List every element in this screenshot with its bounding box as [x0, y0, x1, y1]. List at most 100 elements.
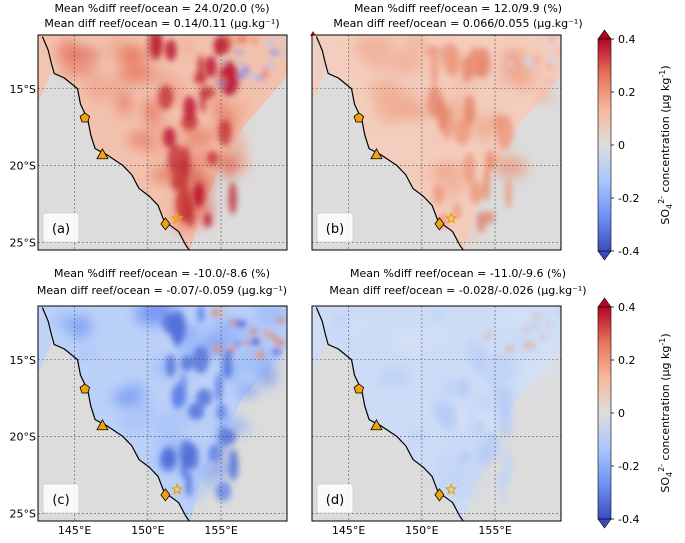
field-core — [499, 410, 513, 438]
field-core — [157, 84, 174, 110]
field-core — [197, 54, 205, 81]
field-core — [471, 422, 488, 455]
field-blob — [133, 306, 172, 327]
field-core — [495, 385, 514, 414]
field-speckle — [215, 347, 222, 352]
lon-tick-label: 155°E — [478, 524, 511, 537]
field-blob — [72, 346, 100, 359]
field-core — [450, 460, 467, 484]
field-speckle — [507, 55, 514, 62]
panel-frame — [311, 305, 562, 522]
field-blob — [502, 48, 526, 75]
field-blob — [431, 330, 452, 340]
field-core — [455, 378, 471, 399]
field-blob — [169, 87, 190, 104]
field-speckle — [258, 75, 264, 81]
field-speckle — [272, 349, 282, 355]
field-blob — [116, 64, 152, 84]
field-speckle — [533, 55, 543, 61]
colorbar-tick-label: 0.2 — [618, 86, 636, 99]
field-core — [169, 310, 187, 345]
field-core — [196, 306, 206, 323]
field-blob — [441, 454, 457, 463]
field-speckle — [265, 62, 275, 69]
colorbar-extend-min — [597, 250, 612, 261]
colorbar-gradient — [597, 38, 612, 252]
panel-a-title: Mean %diff reef/ocean = 24.0/20.0 (%) — [54, 2, 269, 15]
field-blob — [252, 318, 270, 333]
field-blob — [536, 91, 552, 101]
colorbar-tick-label: 0.2 — [618, 354, 636, 367]
field-blob — [390, 92, 424, 119]
field-core — [433, 455, 442, 470]
field-speckle — [502, 62, 508, 66]
field-blob — [445, 428, 475, 448]
field-speckle — [514, 75, 522, 84]
field-blob — [393, 329, 431, 351]
field-core — [433, 183, 444, 206]
field-speckle — [226, 344, 236, 349]
field-speckle — [540, 335, 547, 341]
field-core — [161, 446, 176, 467]
map-panel-a: (a) 15°S 20°S 25°S — [10, 34, 288, 251]
site-marker-diamond — [434, 488, 445, 502]
field-speckle — [211, 309, 220, 318]
field-blob — [54, 313, 81, 330]
field-blob — [112, 389, 140, 407]
field-core — [458, 449, 473, 464]
lon-tick-label: 150°E — [131, 524, 164, 537]
field-speckle — [269, 49, 280, 56]
field-core — [446, 55, 459, 77]
panel-d-subtitle: Mean diff reef/ocean = -0.028/-0.026 (µg… — [329, 284, 586, 297]
field-blob — [117, 89, 132, 117]
field-blob — [517, 67, 532, 92]
field-core — [194, 182, 204, 208]
field-speckle — [553, 61, 561, 66]
field-blob — [168, 125, 209, 136]
field-speckle — [250, 327, 257, 336]
field-speckle — [271, 334, 278, 340]
field-core — [483, 166, 490, 202]
field-core — [213, 36, 225, 56]
lon-tick-label: 155°E — [204, 524, 237, 537]
field-core — [215, 481, 232, 502]
colorbar-tick-label: -0.4 — [618, 245, 639, 258]
field-speckle — [229, 38, 234, 44]
field-speckle — [550, 81, 556, 85]
field-speckle — [480, 347, 489, 356]
ocean-field-west — [38, 35, 52, 105]
panel-label: (a) — [52, 222, 70, 237]
site-marker-triangle — [370, 418, 383, 431]
field-blob — [69, 48, 101, 61]
colorbar-tick-label: 0 — [618, 139, 625, 152]
field-core — [204, 55, 217, 78]
field-speckle — [244, 339, 250, 346]
panel-label-box — [42, 483, 80, 514]
site-marker-star — [170, 482, 184, 495]
field-core — [188, 403, 205, 420]
lon-tick-label: 150°E — [405, 524, 438, 537]
field-blob — [432, 167, 451, 179]
field-speckle — [510, 341, 516, 347]
field-core — [466, 406, 475, 435]
field-blob — [366, 55, 396, 69]
site-marker-pentagon — [79, 383, 91, 394]
panel-frame — [37, 305, 288, 522]
field-speckle — [541, 315, 549, 321]
field-core — [162, 127, 176, 148]
field-core — [454, 119, 471, 146]
lat-tick-label: 15°S — [10, 354, 36, 367]
field-speckle — [550, 39, 556, 47]
field-core — [220, 60, 239, 96]
lat-tick-label: 15°S — [10, 83, 36, 96]
site-marker-star — [170, 211, 184, 224]
field-speckle — [258, 351, 265, 359]
field-blob — [388, 50, 424, 75]
field-speckle — [234, 341, 241, 347]
field-blob — [345, 317, 366, 341]
field-core — [502, 451, 513, 482]
site-marker-triangle — [96, 418, 109, 431]
field-blob — [464, 228, 481, 242]
field-speckle — [506, 60, 515, 67]
field-blob — [477, 124, 494, 144]
